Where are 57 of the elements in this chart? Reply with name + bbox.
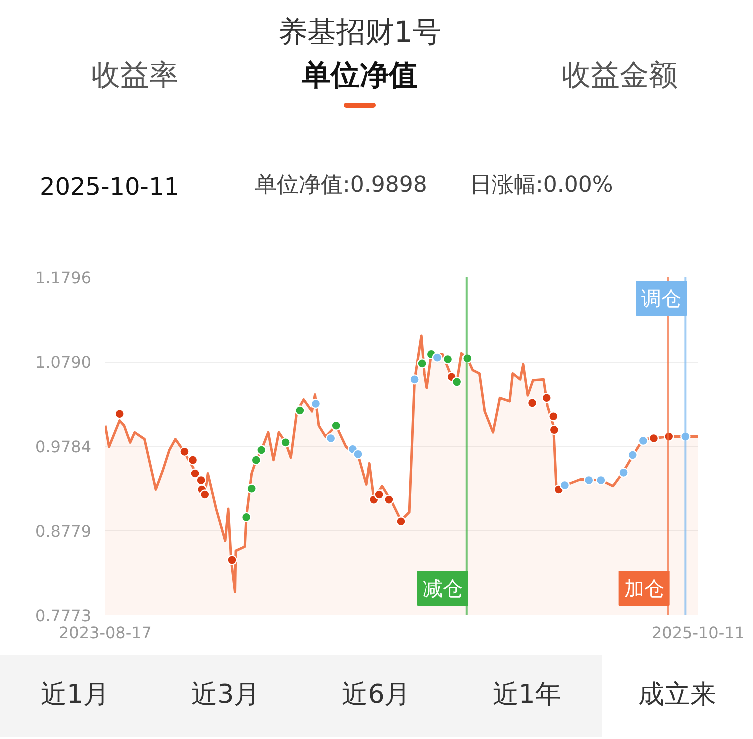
point — [638, 436, 649, 446]
point — [549, 424, 560, 436]
point — [542, 393, 552, 404]
point — [295, 406, 306, 416]
y-tick-label: 0.8779 — [36, 522, 92, 541]
text: 近6月 — [341, 679, 412, 712]
text: 日涨幅:0.00% — [470, 172, 614, 200]
point — [256, 445, 267, 456]
point — [442, 354, 454, 365]
point — [417, 358, 428, 369]
text: 单位净值 — [301, 57, 419, 94]
point — [114, 409, 125, 420]
y-tick-label: 0.9784 — [36, 438, 92, 457]
text: 近1年 — [492, 679, 562, 712]
text: 近1月 — [40, 679, 111, 712]
point — [310, 398, 322, 410]
chart-title: 养基招财1号 — [277, 14, 443, 51]
point — [384, 494, 394, 505]
y-tick-label: 0.7773 — [36, 606, 92, 626]
point — [396, 516, 406, 527]
point — [227, 555, 238, 566]
point — [560, 480, 570, 491]
y-tick-label: 1.0790 — [36, 353, 92, 372]
x-tick-label: 2023-08-17 — [59, 624, 152, 642]
point — [200, 490, 210, 500]
point — [432, 352, 443, 363]
point — [241, 512, 252, 523]
text: 成立来 — [602, 655, 753, 737]
point — [628, 450, 638, 460]
text: 2025-10-11 — [40, 172, 180, 203]
ref-line-label: 加仓 — [624, 576, 664, 600]
point — [196, 475, 206, 486]
point — [251, 455, 262, 466]
point — [410, 374, 420, 385]
point — [353, 449, 364, 460]
point — [452, 377, 462, 388]
point — [280, 438, 291, 448]
text: 单位净值:0.9898 — [255, 172, 428, 200]
point — [527, 398, 538, 408]
point — [326, 433, 336, 444]
point — [331, 420, 342, 431]
text: 收益率 — [90, 57, 180, 94]
point — [596, 475, 606, 486]
point — [374, 490, 384, 500]
point — [190, 468, 200, 479]
point — [648, 433, 660, 444]
point — [180, 446, 190, 458]
ref-line-label: 减仓 — [422, 576, 463, 600]
point — [584, 475, 594, 486]
ref-line-label: 调仓 — [642, 286, 682, 310]
y-tick-label: 1.1796 — [36, 268, 92, 288]
point — [618, 468, 629, 478]
text: 收益金额 — [561, 57, 679, 94]
point — [188, 455, 198, 466]
point — [246, 484, 257, 494]
text: 近3月 — [190, 679, 262, 712]
point — [548, 412, 559, 422]
